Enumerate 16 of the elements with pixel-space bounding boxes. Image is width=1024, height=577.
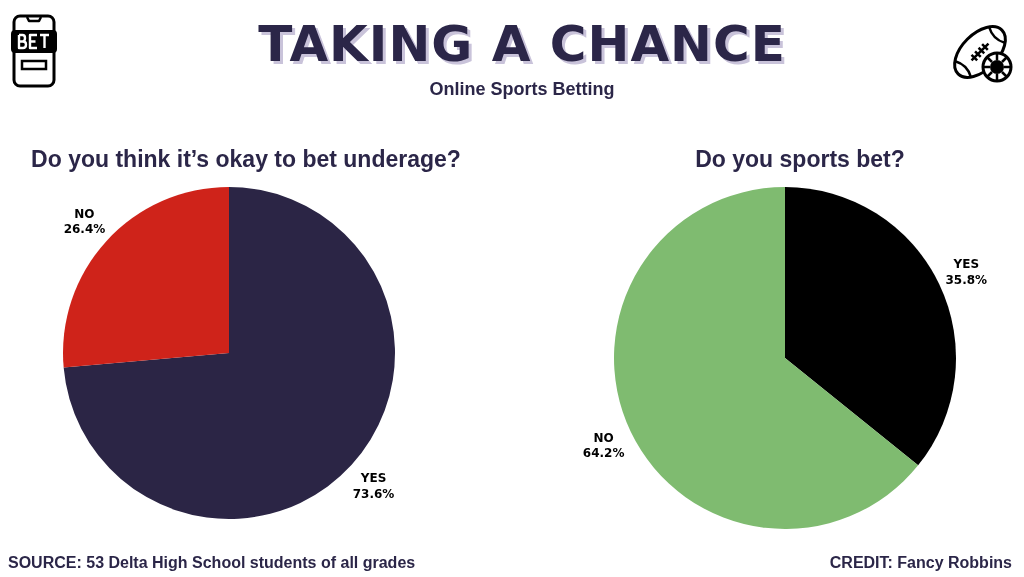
data-label: 64.2%: [582, 446, 625, 461]
slice-label: YES: [359, 471, 387, 486]
data-label: 73.6%: [352, 486, 395, 501]
data-label: 26.4%: [63, 222, 106, 237]
chart-title: Do you sports bet?: [694, 145, 906, 174]
pie-slice: [63, 187, 395, 519]
pie-slice: [63, 187, 229, 368]
slice-label: NO: [74, 206, 95, 221]
text: CREDIT: Fancy Robbins: [829, 553, 1012, 573]
source-note: SOURCE: 53 Delta High School students of all grades: [8, 553, 416, 573]
data-label: 35.8%: [945, 272, 988, 287]
slice-label: NO: [593, 430, 614, 445]
slice-label: YES: [952, 257, 980, 272]
text: Online Sports Betting: [428, 78, 616, 101]
chart-title: Do you think it’s okay to bet underage?: [30, 145, 462, 174]
text: TAKING A CHANCE: [257, 14, 787, 74]
